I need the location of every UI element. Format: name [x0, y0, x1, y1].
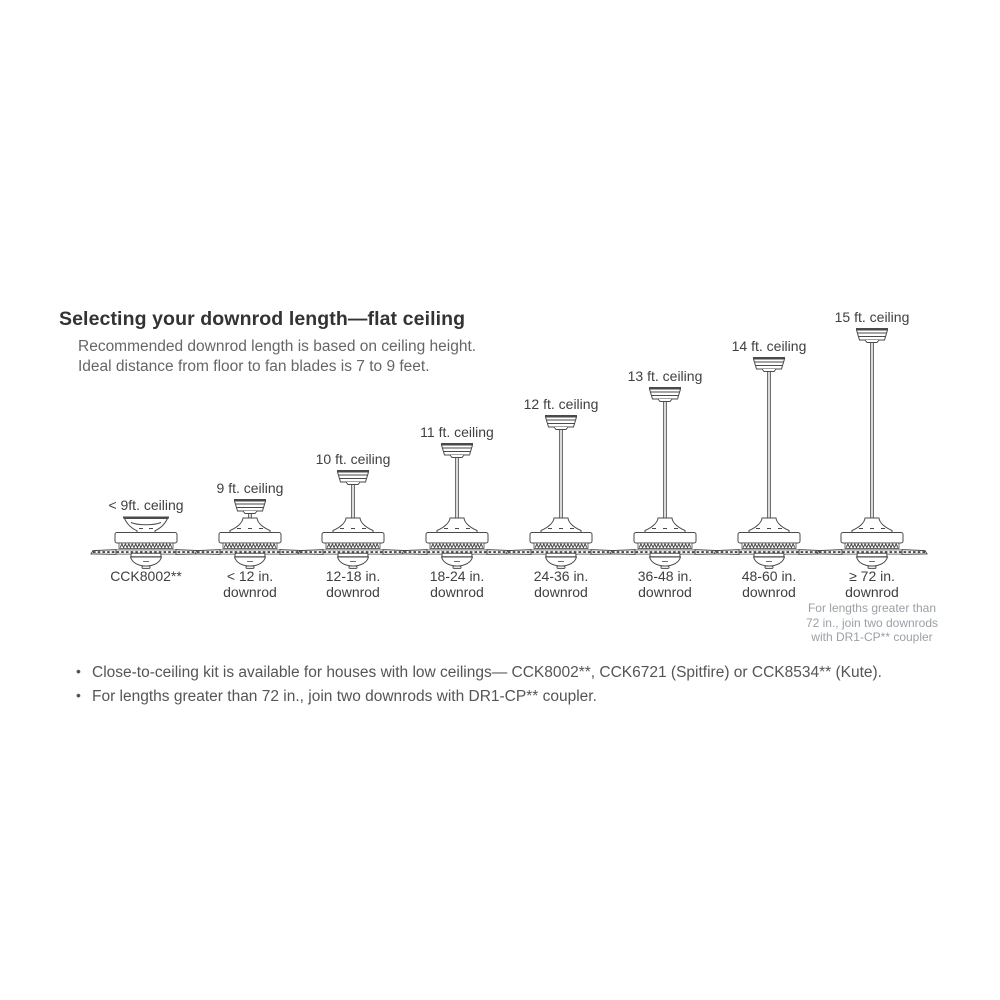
downrod-length-label: CCK8002**	[76, 568, 216, 584]
downrod-label-line: 36-48 in.	[637, 568, 693, 584]
ceiling-fan-illustration	[194, 499, 306, 569]
subtitle-line-1: Recommended downrod length is based on c…	[78, 338, 477, 355]
footer-notes: Close-to-ceiling kit is available for ho…	[74, 662, 964, 711]
downrod-label-line: downrod	[430, 584, 484, 600]
downrod-label-line: 18-24 in.	[429, 568, 485, 584]
ceiling-height-label: < 9ft. ceiling	[108, 497, 184, 513]
ceiling-height-label: 12 ft. ceiling	[523, 396, 599, 412]
coupler-note-line: 72 in., join two downrods	[805, 615, 939, 630]
ceiling-fan-illustration	[90, 516, 202, 569]
page-title: Selecting your downrod length—flat ceili…	[59, 308, 466, 330]
downrod-label-line: CCK8002**	[110, 568, 182, 584]
ceiling-fan-illustration	[505, 415, 617, 569]
downrod-length-label: ≥ 72 in. downrod	[802, 568, 942, 600]
ceiling-height-label: 14 ft. ceiling	[731, 338, 807, 354]
downrod-length-label: < 12 in. downrod	[180, 568, 320, 600]
downrod-label-line: downrod	[223, 584, 277, 600]
ceiling-fan-illustration	[297, 470, 409, 569]
downrod-label-line: ≥ 72 in.	[849, 568, 895, 584]
ceiling-height-label: 9 ft. ceiling	[216, 480, 284, 496]
downrod-label-line: downrod	[742, 584, 796, 600]
downrod-label-line: downrod	[638, 584, 692, 600]
note-coupler: For lengths greater than 72 in., join tw…	[74, 686, 964, 706]
downrod-label-line: downrod	[326, 584, 380, 600]
downrod-length-label: 36-48 in. downrod	[595, 568, 735, 600]
ceiling-height-label: 15 ft. ceiling	[834, 309, 910, 325]
downrod-label-line: < 12 in.	[226, 568, 274, 584]
ceiling-fan-illustration	[816, 328, 928, 569]
downrod-length-label: 24-36 in. downrod	[491, 568, 631, 600]
coupler-note: For lengths greater than 72 in., join two…	[777, 601, 967, 645]
ceiling-height-label: 13 ft. ceiling	[627, 368, 703, 384]
notes-list: Close-to-ceiling kit is available for ho…	[74, 662, 964, 706]
ceiling-fan-illustration	[401, 443, 513, 569]
downrod-length-label: 12-18 in. downrod	[283, 568, 423, 600]
page-subtitle: Recommended downrod length is based on c…	[78, 337, 476, 377]
coupler-note-line: with DR1-CP** coupler	[811, 630, 933, 644]
downrod-length-label: 48-60 in. downrod	[699, 568, 839, 600]
ceiling-height-label: 11 ft. ceiling	[420, 424, 494, 440]
ceiling-height-label: 10 ft. ceiling	[315, 451, 391, 467]
ceiling-fan-illustration	[609, 387, 721, 569]
downrod-label-line: downrod	[534, 584, 588, 600]
downrod-length-label: 18-24 in. downrod	[387, 568, 527, 600]
downrod-label-line: downrod	[845, 584, 899, 600]
downrod-label-line: 24-36 in.	[533, 568, 589, 584]
subtitle-line-2: Ideal distance from floor to fan blades …	[78, 358, 430, 375]
downrod-label-line: 48-60 in.	[741, 568, 797, 584]
note-close-to-ceiling-kit: Close-to-ceiling kit is available for ho…	[74, 662, 964, 682]
downrod-label-line: 12-18 in.	[325, 568, 381, 584]
ceiling-fan-illustration	[713, 357, 825, 569]
coupler-note-line: For lengths greater than	[807, 601, 937, 615]
